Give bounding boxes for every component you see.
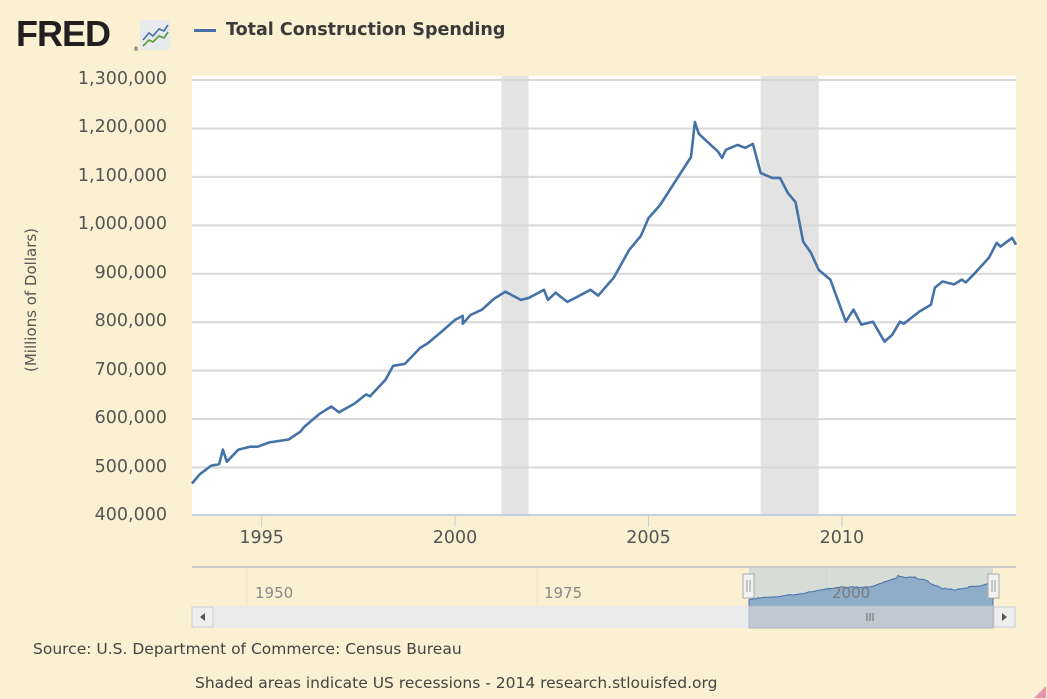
source-text: Source: U.S. Department of Commerce: Cen… — [33, 640, 462, 658]
navigator-tick-label: 1950 — [255, 584, 294, 602]
y-tick-label: 500,000 — [94, 456, 167, 477]
navigator-handle-left[interactable] — [742, 573, 755, 599]
y-tick-label: 1,300,000 — [77, 69, 167, 89]
y-tick-label: 700,000 — [94, 359, 167, 380]
y-tick-label: 800,000 — [94, 311, 167, 332]
legend-label: Total Construction Spending — [226, 20, 506, 40]
x-tick-label: 1995 — [239, 528, 284, 548]
navigator-tick-label: 2000 — [832, 584, 871, 602]
grid-lines — [192, 79, 1016, 469]
y-tick-label: 600,000 — [94, 408, 167, 429]
arrow-right-icon — [1002, 613, 1007, 621]
y-tick-label: 1,000,000 — [77, 214, 167, 235]
y-tick-label: 1,200,000 — [77, 117, 167, 138]
x-tick-marks — [261, 516, 843, 527]
legend-swatch — [194, 28, 216, 32]
y-tick-label: 1,100,000 — [77, 165, 167, 186]
recession-note: Shaded areas indicate US recessions - 20… — [195, 674, 718, 692]
scrollbar-thumb[interactable] — [748, 605, 994, 629]
chart-trend-icon — [140, 20, 170, 50]
plot-background — [192, 76, 1016, 516]
registered-mark: ® — [133, 46, 139, 53]
resize-corner-icon[interactable] — [1034, 686, 1046, 698]
fred-logo-text: FRED — [16, 13, 111, 54]
legend-item[interactable]: Total Construction Spending — [194, 16, 505, 44]
recession-bands — [501, 76, 819, 516]
navigator[interactable] — [192, 566, 1016, 607]
x-tick-label: 2000 — [432, 528, 478, 548]
x-tick-label: 2005 — [626, 528, 671, 548]
recession-band — [760, 76, 819, 516]
x-tick-label: 2010 — [819, 528, 865, 548]
series-line-total-construction-spending — [191, 120, 1018, 485]
scrollbar[interactable] — [191, 605, 1016, 629]
arrow-left-icon — [200, 613, 205, 621]
y-tick-label: 900,000 — [94, 262, 167, 283]
y-tick-label: 400,000 — [94, 505, 167, 525]
navigator-handle-right[interactable] — [987, 573, 1000, 599]
navigator-series-area — [748, 574, 994, 607]
navigator-tick-label: 1975 — [544, 584, 583, 602]
